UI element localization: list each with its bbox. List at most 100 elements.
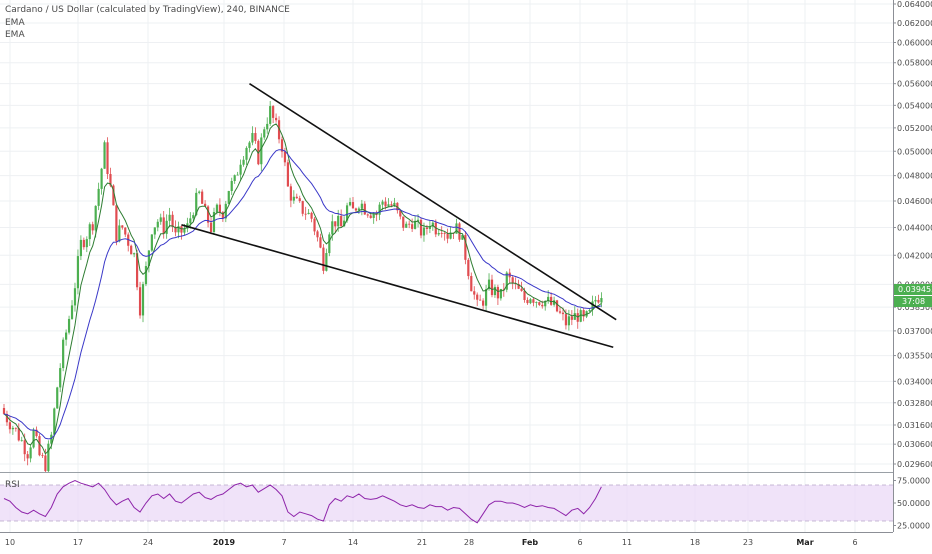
rsi-line bbox=[3, 479, 602, 524]
countdown-tag bbox=[894, 296, 932, 307]
candle bbox=[236, 171, 239, 176]
candle bbox=[79, 235, 82, 261]
candle bbox=[192, 212, 195, 222]
candle bbox=[227, 190, 230, 205]
candle bbox=[292, 190, 295, 204]
candle bbox=[103, 140, 106, 169]
candle bbox=[118, 219, 121, 243]
candle bbox=[248, 140, 251, 153]
candle bbox=[325, 248, 328, 272]
candle bbox=[591, 295, 594, 316]
candle bbox=[493, 284, 497, 298]
chart-title: Cardano / US Dollar (calculated by Tradi… bbox=[5, 5, 290, 15]
countdown-value: 37:08 bbox=[902, 297, 925, 306]
y-tick-label: 0.052000 bbox=[897, 124, 932, 133]
candle bbox=[405, 221, 408, 228]
y-tick-label: 0.034000 bbox=[897, 377, 932, 386]
y-tick-label: 0.060000 bbox=[897, 39, 932, 48]
candle bbox=[476, 292, 479, 307]
candle bbox=[340, 209, 343, 227]
candle bbox=[91, 221, 94, 235]
candle bbox=[177, 221, 180, 239]
candle bbox=[159, 213, 162, 225]
trendlines[interactable] bbox=[181, 82, 617, 348]
rsi-y-tick-label: 75.0000 bbox=[897, 477, 930, 486]
candle bbox=[467, 258, 470, 280]
last-price-tag bbox=[894, 284, 932, 295]
y-tick-label: 0.062000 bbox=[897, 19, 932, 28]
candle bbox=[204, 200, 207, 207]
y-tick-label: 0.064000 bbox=[897, 0, 932, 9]
y-tick-label: 0.042000 bbox=[897, 251, 932, 260]
axes bbox=[0, 0, 896, 533]
candle bbox=[112, 184, 115, 206]
candle bbox=[47, 440, 50, 473]
candle bbox=[473, 286, 476, 300]
candle bbox=[206, 205, 210, 228]
candle bbox=[307, 209, 310, 215]
candle bbox=[195, 188, 198, 217]
candle bbox=[17, 423, 20, 442]
candle bbox=[67, 315, 71, 335]
y-tick-label: 0.044000 bbox=[897, 224, 932, 233]
candle bbox=[419, 217, 423, 239]
candle bbox=[272, 105, 275, 123]
candle bbox=[14, 427, 17, 432]
x-tick-label: 21 bbox=[417, 538, 427, 547]
candle bbox=[328, 232, 331, 257]
candle bbox=[437, 229, 440, 237]
candle bbox=[260, 133, 263, 172]
candle bbox=[35, 426, 38, 438]
x-tick-label: 28 bbox=[464, 538, 474, 547]
candle bbox=[106, 137, 109, 180]
candle bbox=[464, 231, 467, 265]
candle bbox=[245, 146, 248, 166]
rsi-y-tick-label: 50.0000 bbox=[897, 499, 930, 508]
candle bbox=[82, 237, 85, 250]
candle bbox=[251, 126, 254, 146]
candle bbox=[561, 307, 565, 321]
candle bbox=[59, 363, 62, 393]
candle bbox=[198, 190, 201, 195]
candle bbox=[201, 189, 204, 204]
candle bbox=[274, 113, 278, 123]
y-tick-label: 0.054000 bbox=[897, 101, 932, 110]
candle bbox=[269, 101, 272, 126]
candle bbox=[496, 284, 500, 305]
candle bbox=[133, 252, 136, 258]
candle bbox=[100, 167, 103, 195]
x-tick-label: 2019 bbox=[213, 538, 236, 547]
candle bbox=[165, 214, 168, 239]
trendline-lower[interactable] bbox=[181, 224, 614, 348]
candle bbox=[511, 275, 514, 290]
candle bbox=[558, 306, 562, 315]
candle bbox=[127, 232, 130, 252]
candle bbox=[277, 116, 281, 144]
candle bbox=[230, 177, 233, 195]
candle bbox=[319, 233, 322, 249]
trendline-upper[interactable] bbox=[249, 82, 617, 321]
candle bbox=[535, 301, 538, 308]
x-tick-label: 11 bbox=[622, 538, 632, 547]
candle bbox=[413, 215, 417, 230]
x-axis-ticks[interactable]: 10 17 24 2019 7 14 21 28 Feb 6 11 18 23 Mar 6 bbox=[5, 538, 858, 547]
candle bbox=[399, 209, 402, 220]
candle bbox=[130, 244, 133, 255]
candle bbox=[233, 174, 236, 184]
x-tick-label: 24 bbox=[143, 538, 153, 547]
candle bbox=[550, 292, 553, 306]
candle bbox=[97, 182, 100, 211]
rsi-label[interactable]: RSI bbox=[5, 480, 20, 490]
candle bbox=[20, 436, 23, 442]
indicator-ema-2-label[interactable]: EMA bbox=[5, 30, 25, 40]
candle bbox=[484, 284, 488, 312]
candle bbox=[295, 193, 298, 199]
candle bbox=[65, 329, 68, 346]
candle bbox=[357, 206, 360, 215]
indicator-ema-1-label[interactable]: EMA bbox=[5, 18, 25, 28]
candle bbox=[263, 126, 266, 140]
x-tick-label: 14 bbox=[348, 538, 358, 547]
candle bbox=[446, 228, 449, 244]
